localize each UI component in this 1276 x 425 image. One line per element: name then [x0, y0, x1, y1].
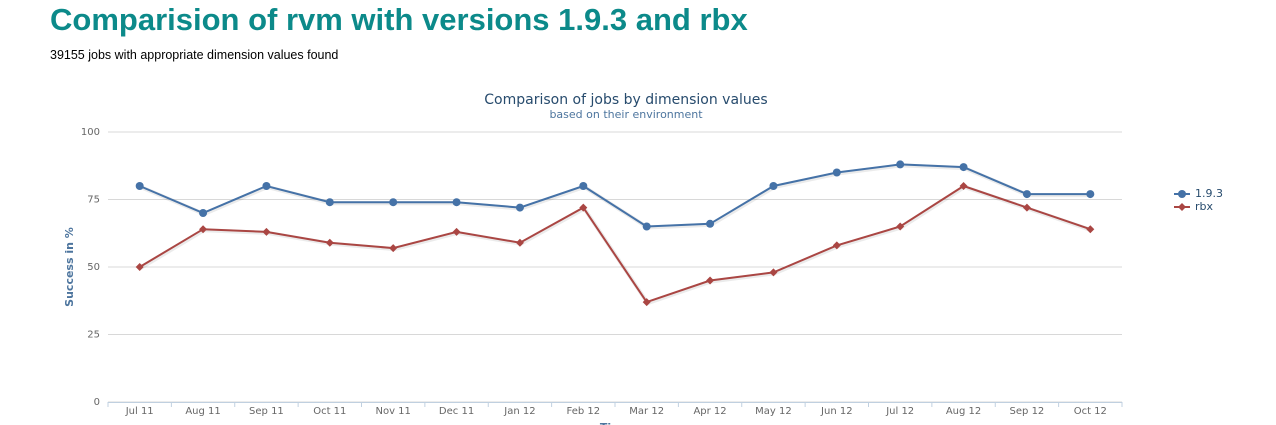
- data-point: [199, 209, 208, 217]
- data-point: [135, 263, 144, 271]
- legend-marker: [1178, 190, 1186, 198]
- chart-subtitle: based on their environment: [549, 108, 703, 121]
- data-point: [959, 182, 968, 190]
- y-tick-label: 50: [87, 262, 100, 273]
- data-point: [832, 168, 841, 177]
- legend-label: 1.9.3: [1195, 187, 1223, 200]
- data-point: [262, 182, 271, 190]
- chart-title: Comparison of jobs by dimension values: [484, 92, 767, 108]
- data-point: [769, 182, 778, 190]
- data-point: [706, 219, 715, 228]
- x-tick-label: Dec 11: [439, 406, 474, 417]
- x-tick-label: May 12: [755, 406, 792, 417]
- legend-marker: [1178, 203, 1186, 211]
- data-point: [896, 160, 905, 169]
- y-tick-label: 100: [81, 127, 100, 138]
- data-point: [959, 163, 968, 172]
- x-tick-label: Jun 12: [820, 406, 853, 417]
- x-tick-label: Aug 12: [946, 406, 981, 417]
- x-tick-label: Aug 11: [185, 406, 220, 417]
- x-tick-label: Jul 12: [885, 406, 914, 417]
- x-tick-label: Jan 12: [503, 406, 535, 417]
- data-point: [579, 182, 588, 190]
- x-tick-label: Mar 12: [629, 406, 664, 417]
- data-point: [325, 238, 334, 247]
- x-tick-label: Sep 11: [249, 406, 284, 417]
- data-point: [325, 198, 334, 207]
- data-point: [769, 268, 778, 277]
- data-point: [642, 222, 651, 231]
- data-point: [389, 244, 398, 253]
- series-line: [139, 163, 1091, 228]
- data-point: [199, 225, 208, 234]
- x-tick-label: Apr 12: [693, 406, 726, 417]
- data-point: [515, 203, 524, 212]
- data-point: [262, 227, 271, 236]
- y-axis-label: Success in %: [63, 227, 76, 307]
- data-point: [1086, 225, 1095, 234]
- line-shadow: [139, 184, 1092, 306]
- data-point: [706, 276, 715, 285]
- legend-label: rbx: [1195, 200, 1214, 213]
- y-tick-label: 75: [87, 195, 100, 206]
- y-tick-label: 0: [94, 397, 100, 408]
- page-heading: Comparision of rvm with versions 1.9.3 a…: [50, 2, 748, 37]
- series-line: [139, 184, 1091, 304]
- x-tick-label: Jul 11: [125, 406, 154, 417]
- summary: 39155 jobs with appropriate dimension va…: [50, 48, 339, 62]
- data-point: [452, 198, 461, 207]
- y-tick-label: 25: [87, 330, 100, 341]
- data-point: [515, 238, 524, 247]
- x-tick-label: Oct 11: [313, 406, 346, 417]
- data-point: [579, 203, 588, 212]
- data-point: [389, 198, 398, 207]
- data-point: [896, 222, 905, 231]
- x-tick-label: Oct 12: [1074, 406, 1107, 417]
- x-axis-label: Time: [600, 421, 630, 425]
- x-tick-label: Sep 12: [1010, 406, 1045, 417]
- data-point: [1022, 203, 1031, 212]
- data-point: [1022, 190, 1031, 199]
- data-point: [832, 241, 841, 250]
- data-point: [135, 182, 144, 190]
- data-point: [452, 227, 461, 236]
- data-point: [1086, 190, 1095, 199]
- x-tick-label: Feb 12: [567, 406, 601, 417]
- x-tick-label: Nov 11: [375, 406, 410, 417]
- data-point: [642, 298, 651, 307]
